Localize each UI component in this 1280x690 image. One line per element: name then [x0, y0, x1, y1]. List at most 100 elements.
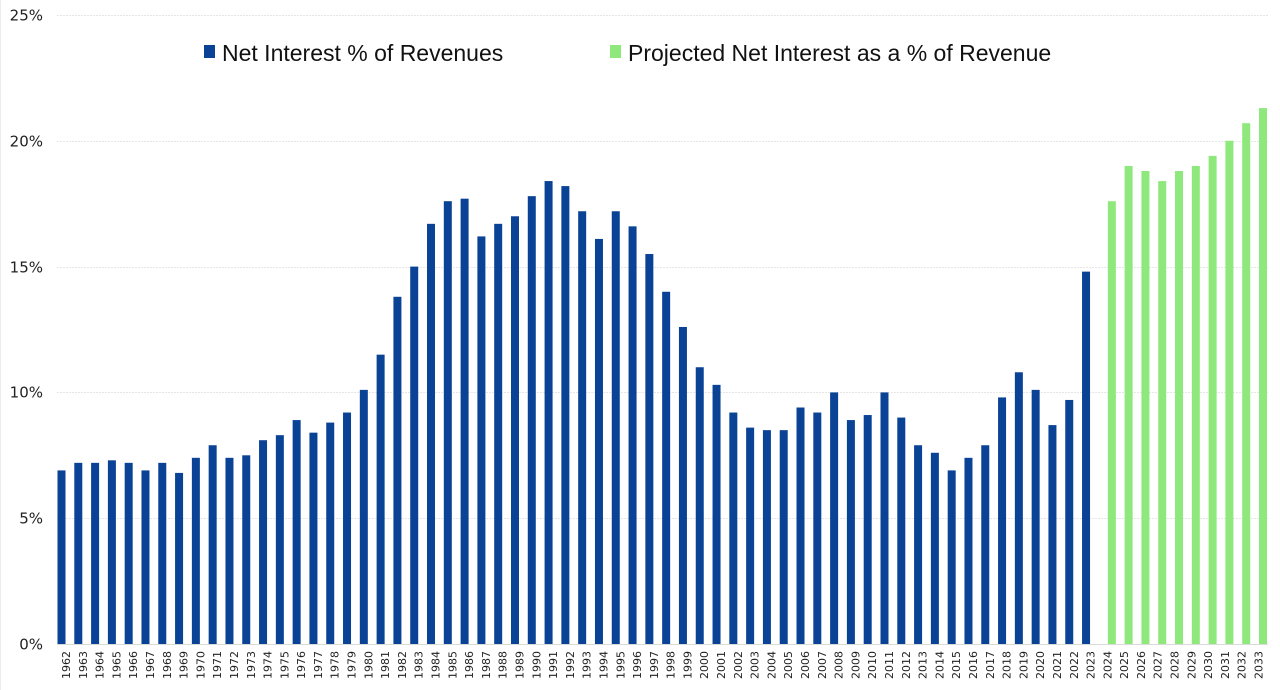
- bar-historical-1967[interactable]: [141, 470, 150, 644]
- bar-historical-1972[interactable]: [225, 457, 234, 644]
- bar-historical-2023[interactable]: [1082, 271, 1091, 644]
- bar-historical-2014[interactable]: [930, 452, 939, 644]
- bar-historical-2004[interactable]: [762, 430, 771, 644]
- bar-historical-1992[interactable]: [561, 186, 570, 644]
- x-tick-label: 2021: [1051, 651, 1064, 679]
- bar-historical-1980[interactable]: [359, 389, 368, 644]
- bar-historical-1995[interactable]: [611, 211, 620, 644]
- bar-projected-2026[interactable]: [1141, 170, 1150, 645]
- bar-historical-2017[interactable]: [981, 445, 990, 644]
- bar-projected-2032[interactable]: [1242, 123, 1251, 644]
- bar-historical-1981[interactable]: [376, 354, 385, 644]
- bar-historical-2008[interactable]: [830, 392, 839, 644]
- bar-historical-1964[interactable]: [91, 462, 100, 644]
- x-tick-label: 1983: [413, 651, 426, 679]
- bar-historical-1994[interactable]: [594, 238, 603, 645]
- bars: [57, 108, 1267, 645]
- x-tick-label: 2006: [799, 651, 812, 679]
- bar-historical-1996[interactable]: [628, 226, 637, 644]
- bar-historical-2020[interactable]: [1031, 389, 1040, 644]
- x-tick-label: 1993: [581, 651, 594, 679]
- x-tick-label: 2028: [1169, 651, 1182, 679]
- x-tick-label: 2032: [1236, 651, 1249, 679]
- bar-projected-2028[interactable]: [1175, 170, 1184, 645]
- y-tick-label: 10%: [10, 384, 43, 402]
- x-tick-label: 1989: [513, 651, 526, 679]
- bar-historical-2011[interactable]: [880, 392, 889, 644]
- bar-historical-1970[interactable]: [191, 457, 200, 644]
- bar-historical-1985[interactable]: [443, 201, 452, 644]
- bar-historical-2016[interactable]: [964, 457, 973, 644]
- x-tick-label: 1966: [127, 651, 140, 679]
- x-tick-label: 1999: [681, 651, 694, 679]
- bar-historical-1989[interactable]: [510, 216, 519, 644]
- bar-projected-2024[interactable]: [1107, 201, 1116, 644]
- x-tick-label: 2004: [765, 651, 778, 679]
- bar-historical-1986[interactable]: [460, 198, 469, 645]
- bar-historical-1973[interactable]: [242, 455, 251, 644]
- bar-projected-2025[interactable]: [1124, 165, 1133, 644]
- bar-projected-2030[interactable]: [1208, 155, 1217, 644]
- bar-historical-1991[interactable]: [544, 181, 553, 644]
- bar-historical-1971[interactable]: [208, 445, 217, 644]
- bar-historical-1978[interactable]: [326, 422, 335, 644]
- x-tick-label: 2013: [917, 651, 930, 679]
- bar-historical-1988[interactable]: [494, 223, 503, 644]
- bar-historical-1984[interactable]: [427, 223, 436, 644]
- bar-historical-1998[interactable]: [662, 291, 671, 644]
- bar-projected-2031[interactable]: [1225, 140, 1234, 645]
- bar-historical-2009[interactable]: [846, 420, 855, 644]
- bar-historical-1975[interactable]: [275, 435, 284, 644]
- x-tick-label: 2026: [1135, 651, 1148, 679]
- x-tick-label: 1979: [346, 651, 359, 679]
- bar-historical-2018[interactable]: [998, 397, 1007, 644]
- x-tick-label: 1984: [430, 651, 443, 679]
- bar-historical-2012[interactable]: [897, 417, 906, 644]
- bar-historical-1966[interactable]: [124, 462, 133, 644]
- bar-projected-2033[interactable]: [1259, 108, 1267, 645]
- bar-historical-1997[interactable]: [645, 254, 654, 644]
- x-tick-label: 1965: [110, 651, 123, 679]
- bar-historical-2015[interactable]: [947, 470, 956, 644]
- bar-historical-1974[interactable]: [259, 440, 268, 644]
- x-tick-label: 2031: [1219, 651, 1232, 679]
- x-tick-label: 2014: [933, 651, 946, 679]
- bar-projected-2027[interactable]: [1158, 181, 1167, 644]
- bar-historical-1962[interactable]: [57, 470, 66, 644]
- bar-historical-2003[interactable]: [746, 427, 755, 644]
- bar-historical-1969[interactable]: [175, 472, 184, 644]
- bar-historical-2019[interactable]: [1014, 372, 1023, 644]
- bar-historical-1987[interactable]: [477, 236, 486, 644]
- legend-item-projected[interactable]: Projected Net Interest as a % of Revenue: [610, 40, 1051, 66]
- x-tick-label: 1976: [295, 651, 308, 679]
- bar-historical-2005[interactable]: [779, 430, 788, 644]
- x-tick-label: 2027: [1152, 651, 1165, 679]
- bar-historical-1968[interactable]: [158, 462, 167, 644]
- bar-historical-2013[interactable]: [914, 445, 923, 644]
- bar-historical-1963[interactable]: [74, 462, 83, 644]
- bar-historical-2022[interactable]: [1065, 399, 1074, 644]
- bar-historical-1993[interactable]: [578, 211, 587, 644]
- bar-historical-1976[interactable]: [292, 420, 301, 644]
- bar-historical-2002[interactable]: [729, 412, 738, 644]
- bar-historical-1977[interactable]: [309, 432, 318, 644]
- x-tick-label: 1969: [178, 651, 191, 679]
- bar-historical-2006[interactable]: [796, 407, 805, 645]
- legend-item-historical[interactable]: Net Interest % of Revenues: [204, 40, 503, 66]
- bar-historical-2001[interactable]: [712, 384, 721, 644]
- bar-historical-2021[interactable]: [1048, 425, 1057, 644]
- x-tick-label: 1988: [497, 651, 510, 679]
- bar-historical-2007[interactable]: [813, 412, 822, 644]
- x-tick-label: 2023: [1085, 651, 1098, 679]
- bar-historical-1965[interactable]: [107, 460, 116, 644]
- bar-historical-1990[interactable]: [527, 196, 536, 644]
- bar-historical-1999[interactable]: [678, 326, 687, 644]
- bar-projected-2029[interactable]: [1191, 165, 1200, 644]
- y-tick-label: 25%: [10, 7, 43, 25]
- bar-historical-1983[interactable]: [410, 266, 419, 644]
- bar-historical-1982[interactable]: [393, 296, 402, 644]
- x-tick-label: 2015: [950, 651, 963, 679]
- bar-historical-2000[interactable]: [695, 367, 704, 644]
- bar-historical-1979[interactable]: [343, 412, 352, 644]
- bar-historical-2010[interactable]: [863, 415, 872, 644]
